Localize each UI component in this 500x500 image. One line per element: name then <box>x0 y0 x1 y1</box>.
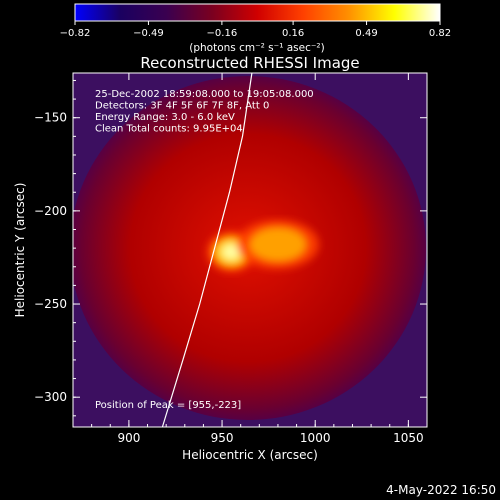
annotation-line: 25-Dec-2002 18:59:08.000 to 19:05:08.000 <box>95 89 314 100</box>
x-tick-label: 950 <box>211 431 234 445</box>
y-tick-label: −150 <box>34 111 67 125</box>
y-tick-label: −200 <box>34 204 67 218</box>
colorbar-tick-label: 0.49 <box>355 28 377 39</box>
colorbar-tick-label: 0.16 <box>282 28 304 39</box>
colorbar <box>75 4 440 21</box>
peak-core <box>222 244 241 260</box>
colorbar-units-label: (photons cm⁻² s⁻¹ asec⁻²) <box>189 42 324 54</box>
y-tick-label: −250 <box>34 297 67 311</box>
plot-frame <box>72 72 428 428</box>
solar-limb-curve <box>161 73 253 427</box>
y-tick-label: −300 <box>34 390 67 404</box>
colorbar-tick-label: 0.82 <box>429 28 451 39</box>
colorbar-tick-label: −0.49 <box>133 28 164 39</box>
colorbar-tick-label: −0.16 <box>207 28 238 39</box>
x-tick-label: 900 <box>117 431 140 445</box>
chart-title: Reconstructed RHESSI Image <box>140 54 359 72</box>
image-layer <box>73 73 426 427</box>
annotation-line: Clean Total counts: 9.95E+04 <box>95 124 243 135</box>
y-axis-ticks: −150 −200 −250 −300 <box>34 79 427 417</box>
x-tick-label: 1000 <box>300 431 331 445</box>
colorbar-frame <box>74 3 441 22</box>
hard-sources <box>206 219 319 273</box>
annotation-line: Detectors: 3F 4F 5F 6F 7F 8F, Att 0 <box>95 101 269 112</box>
colorbar-ticks: −0.82 −0.49 −0.16 0.16 0.49 0.82 <box>60 21 451 39</box>
y-axis-label: Heliocentric Y (arcsec) <box>13 183 27 318</box>
annotation-line: Energy Range: 3.0 - 6.0 keV <box>95 112 235 123</box>
footer-date: 4-May-2022 16:50 <box>386 483 496 497</box>
x-axis-label: Heliocentric X (arcsec) <box>182 448 318 462</box>
x-axis-ticks: 900 950 1000 1050 <box>72 73 428 445</box>
x-tick-label: 1050 <box>393 431 424 445</box>
annotation-block: 25-Dec-2002 18:59:08.000 to 19:05:08.000… <box>95 89 314 135</box>
peak-position-label: Position of Peak = [955,-223] <box>95 400 241 411</box>
colorbar-tick-label: −0.82 <box>60 28 91 39</box>
source-core <box>249 227 306 262</box>
